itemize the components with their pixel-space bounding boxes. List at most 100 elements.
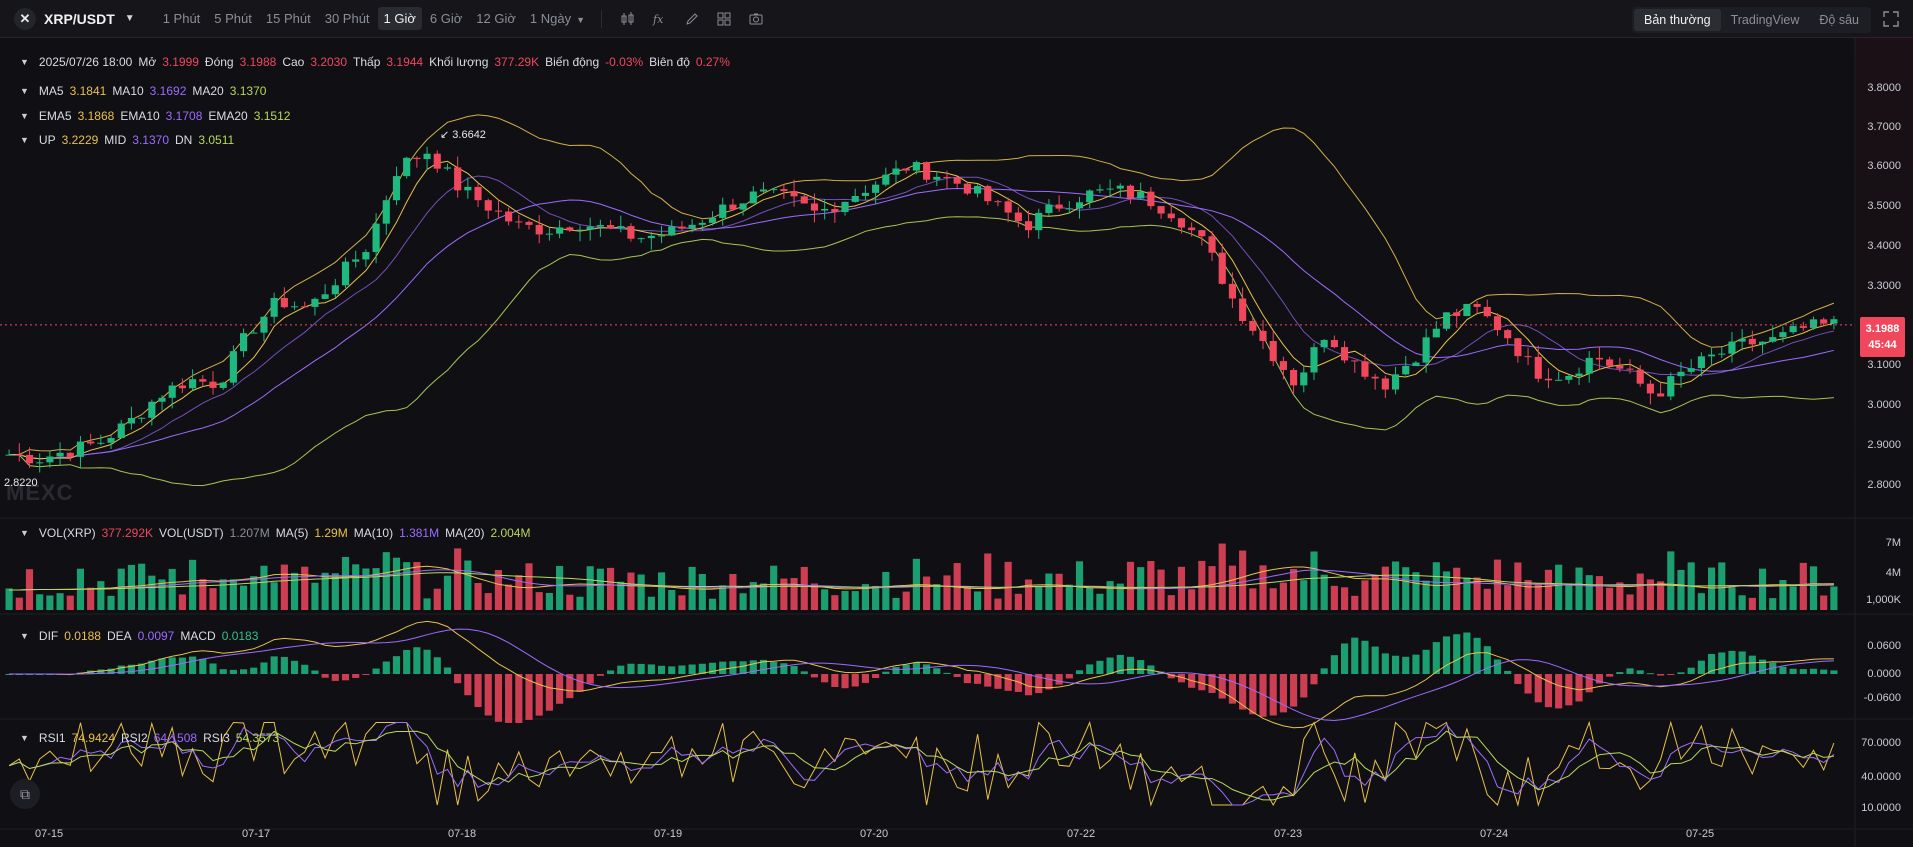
macd-histogram-bar [1177,674,1186,683]
candle-body [1616,365,1624,369]
vol-xrp-label: VOL(XRP) [38,526,96,540]
volume-bar [382,552,390,610]
volume-bar [352,564,360,610]
rsi-tick: 10.0000 [1861,802,1901,814]
draw-pencil-icon[interactable] [679,6,705,32]
camera-icon[interactable] [743,6,769,32]
candle-body [1779,332,1787,338]
interval-1m[interactable]: 1 Phút [162,11,201,26]
high-annotation: ↙ 3.6642 [440,129,486,141]
volume-bar [362,568,370,610]
macd-histogram-bar [647,664,655,674]
macd-histogram-bar [759,659,768,674]
candle-body [912,162,920,171]
volume-bar [311,582,319,610]
volume-bar [586,566,594,610]
price-chart[interactable] [0,38,1913,847]
candle-body [199,379,207,382]
candle-body [1534,356,1542,379]
volume-bar [1198,560,1206,610]
ma20-label: MA20 [192,84,224,98]
macd-histogram-bar [1779,666,1787,674]
volume-bar [607,567,615,610]
macd-histogram-bar [1126,656,1135,674]
volume-bar [331,573,339,610]
candle-type-icon[interactable] [615,6,641,32]
rsi2-value: 64.1508 [153,731,198,745]
volume-bar [301,566,309,610]
candle-body [15,454,23,456]
macd-histogram-bar [963,674,971,684]
indicator-fx-icon[interactable]: fx [647,6,673,32]
candle-body [1595,357,1603,360]
candle-body [443,167,452,169]
candle-body [1769,337,1777,342]
chevron-down-icon[interactable]: ▼ [20,135,29,145]
candle-body [178,385,186,389]
price-tick: 3.3000 [1867,280,1901,292]
rsi1-line [8,720,1835,807]
candle-body [1820,319,1828,324]
volume-bar [780,578,788,610]
interval-1d-dropdown[interactable]: 1 Ngày ▼ [524,7,591,30]
macd-histogram-bar [484,674,492,716]
volume-bar [800,566,808,610]
volume-bar [1616,582,1624,610]
interval-12h[interactable]: 12 Giờ [476,11,516,26]
volume-bar [637,574,645,610]
candle-body [1473,303,1481,307]
chevron-down-icon[interactable]: ▼ [20,57,29,67]
chevron-down-icon[interactable]: ▼ [20,528,29,538]
interval-30m[interactable]: 30 Phút [324,11,370,26]
date-tick: 07-20 [860,828,889,840]
view-tradingview[interactable]: TradingView [1730,13,1800,27]
candle-body [1636,369,1644,384]
macd-histogram-bar [596,674,604,676]
volume-bar [759,583,768,610]
chevron-down-icon[interactable]: ▼ [20,86,29,96]
fullscreen-icon[interactable] [1881,9,1901,29]
view-basic[interactable]: Bản thường [1633,9,1721,31]
interval-6h[interactable]: 6 Giờ [429,11,463,26]
view-depth[interactable]: Độ sâu [1819,13,1859,27]
macd-histogram-bar [831,674,839,687]
macd-histogram-bar [1830,670,1838,674]
candle-body [168,385,176,398]
layout-grid-icon[interactable] [711,6,737,32]
volume-bar [484,593,492,610]
volume-bar [1555,564,1563,610]
layers-icon[interactable]: ⧉ [10,779,40,809]
date-tick: 07-23 [1274,828,1303,840]
dif-label: DIF [38,629,59,643]
macd-histogram-bar [1259,674,1267,717]
candle-body [158,397,166,402]
interval-1h[interactable]: 1 Giờ [377,7,422,30]
pair-selector[interactable]: ✕ XRP/USDT ▼ [0,7,149,30]
candle-body [107,438,115,443]
macd-histogram-bar [138,663,146,674]
chevron-down-icon[interactable]: ▼ [20,733,29,743]
macd-histogram-bar [1544,674,1553,708]
macd-histogram-bar [1371,646,1379,674]
macd-histogram-bar [1055,674,1063,685]
candle-body [1544,378,1553,381]
boll-legend: ▼ UP 3.2229 MID 3.1370 DN 3.0511 [20,133,234,147]
volume-bar [719,585,727,610]
vol-ma5-line [9,565,1834,591]
macd-histogram-bar [1708,654,1716,674]
macd-value: 0.0183 [221,629,259,643]
interval-5m[interactable]: 5 Phút [214,11,252,26]
volume-bar [994,598,1002,610]
volume-bar [1748,597,1756,610]
volume-bar [1402,567,1410,610]
ema20-label: EMA20 [208,109,248,123]
macd-histogram-bar [1514,674,1522,684]
volume-bar [1341,587,1349,610]
macd-histogram-bar [1075,670,1084,674]
chevron-down-icon[interactable]: ▼ [20,111,29,121]
candle-body [1555,379,1563,381]
chevron-down-icon[interactable]: ▼ [20,631,29,641]
interval-15m[interactable]: 15 Phút [265,11,311,26]
volume-bar [1218,543,1226,610]
candle-body [892,168,900,175]
